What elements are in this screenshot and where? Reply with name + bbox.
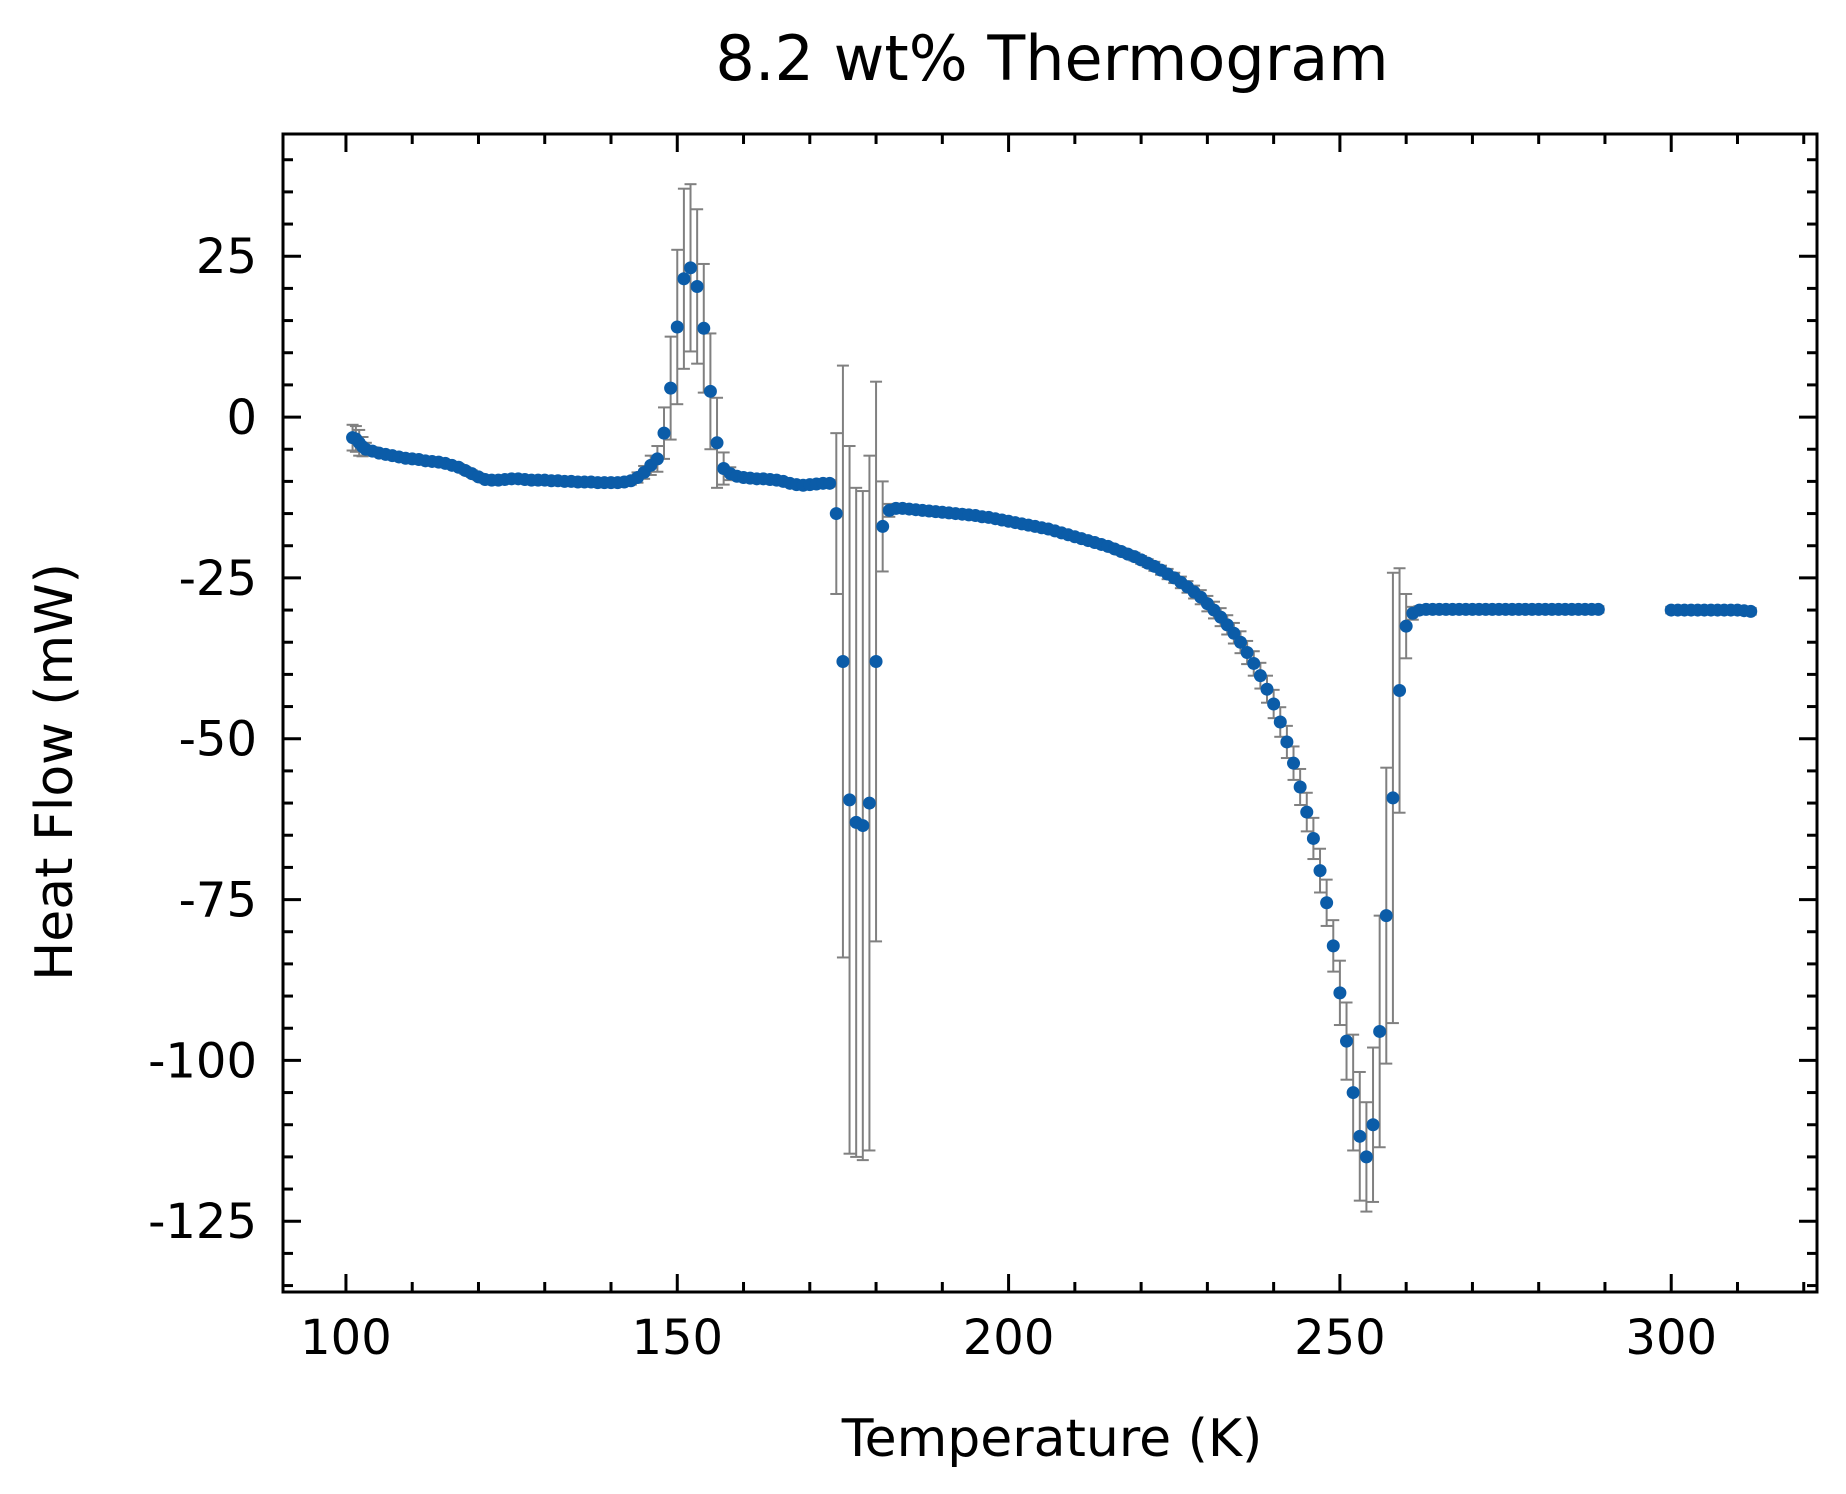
data-point xyxy=(1306,831,1320,845)
data-point xyxy=(1326,939,1340,953)
data-point xyxy=(1234,635,1248,649)
x-tick-label: 100 xyxy=(300,1310,392,1366)
data-point xyxy=(1320,896,1334,910)
data-point xyxy=(876,519,890,533)
data-point xyxy=(862,796,876,810)
x-tick-label: 300 xyxy=(1625,1310,1717,1366)
x-tick-label: 200 xyxy=(963,1310,1055,1366)
x-axis: 100 150 200 250 300 xyxy=(300,134,1806,1366)
x-tick-label: 150 xyxy=(631,1310,723,1366)
data-point xyxy=(664,381,678,395)
y-tick-label: -75 xyxy=(179,873,257,929)
data-point xyxy=(1359,1150,1373,1164)
data-point xyxy=(1591,602,1605,616)
data-point xyxy=(1260,682,1274,696)
data-point xyxy=(1399,619,1413,633)
data-point xyxy=(1273,715,1287,729)
y-axis: -125 -100 -75 -50 -25 0 25 xyxy=(148,158,1817,1288)
data-point xyxy=(856,819,870,833)
data-point xyxy=(1333,986,1347,1000)
data-point xyxy=(1240,646,1254,660)
data-point xyxy=(1313,864,1327,878)
y-tick-label: -100 xyxy=(148,1033,257,1089)
data-point xyxy=(1280,735,1294,749)
data-point xyxy=(697,321,711,335)
data-point xyxy=(684,261,698,275)
data-point xyxy=(1353,1129,1367,1143)
y-axis-label: Heat Flow (mW) xyxy=(25,563,85,981)
data-point xyxy=(1744,604,1758,618)
y-tick-label: -25 xyxy=(179,551,257,607)
data-point xyxy=(823,476,837,490)
data-point xyxy=(650,452,664,466)
x-axis-label: Temperature (K) xyxy=(841,1409,1263,1469)
data-point xyxy=(829,507,843,521)
data-point xyxy=(1247,656,1261,670)
data-point xyxy=(1379,909,1393,923)
data-point xyxy=(710,436,724,450)
y-tick-label: 0 xyxy=(226,390,257,446)
data-point xyxy=(1267,697,1281,711)
y-tick-label: -125 xyxy=(148,1194,257,1250)
x-tick-label: 250 xyxy=(1294,1310,1386,1366)
data-point xyxy=(1346,1086,1360,1100)
chart-title: 8.2 wt% Thermogram xyxy=(715,22,1388,95)
data-point xyxy=(869,655,883,669)
data-point xyxy=(657,426,671,440)
data-point xyxy=(1340,1034,1354,1048)
data-point xyxy=(670,320,684,334)
data-point xyxy=(1227,626,1241,640)
axes-frame xyxy=(281,132,1819,1294)
data-point xyxy=(1373,1024,1387,1038)
y-tick-label: -50 xyxy=(179,712,257,768)
data-point xyxy=(1393,683,1407,697)
data-point xyxy=(1300,805,1314,819)
y-tick-label: 25 xyxy=(196,229,257,285)
data-point xyxy=(703,384,717,398)
data-point xyxy=(1287,756,1301,770)
data-point xyxy=(677,272,691,286)
data-point xyxy=(690,279,704,293)
data-point xyxy=(836,655,850,669)
data-point xyxy=(1293,780,1307,794)
data-point xyxy=(1253,669,1267,683)
data-point xyxy=(843,793,857,807)
data-point xyxy=(1386,791,1400,805)
plot-area xyxy=(346,183,1758,1213)
data-point xyxy=(1366,1118,1380,1132)
